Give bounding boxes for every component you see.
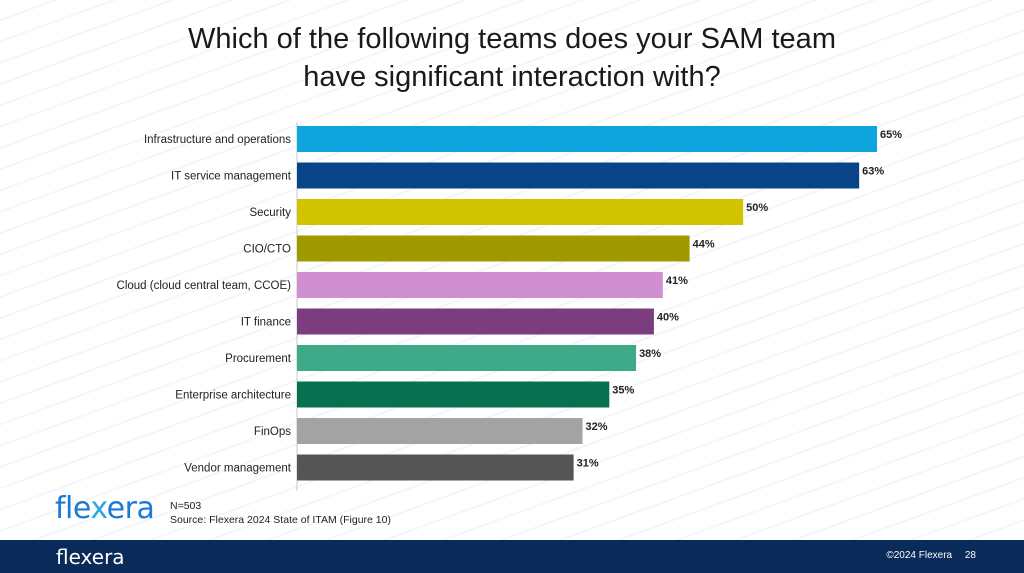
category-label: Cloud (cloud central team, CCOE)	[117, 280, 292, 292]
category-label: CIO/CTO	[243, 244, 291, 256]
bar-5	[297, 308, 654, 335]
category-label: IT service management	[171, 171, 292, 183]
title-line-2: have significant interaction with?	[303, 61, 721, 93]
bar-4	[297, 272, 663, 298]
footer-logo: flexera	[56, 545, 125, 569]
value-label: 63%	[862, 166, 884, 178]
value-label: 40%	[657, 312, 679, 324]
value-label: 41%	[666, 275, 688, 287]
flexera-logo: flexera	[55, 491, 155, 526]
footer-bar: flexera ©2024 Flexera 28	[0, 540, 1024, 573]
category-label: Procurement	[225, 353, 292, 365]
value-label: 35%	[612, 385, 634, 397]
page-title: Which of the following teams does your S…	[0, 20, 1024, 96]
title-line-1: Which of the following teams does your S…	[188, 23, 836, 55]
value-label: 38%	[639, 348, 661, 360]
value-label: 31%	[577, 458, 599, 470]
category-label: Security	[249, 207, 291, 219]
bar-7	[297, 381, 610, 408]
bar-0	[297, 126, 877, 152]
category-label: IT finance	[241, 317, 291, 329]
category-label: Vendor management	[184, 463, 292, 475]
category-label: FinOps	[254, 426, 291, 438]
bar-1	[297, 162, 860, 189]
bar-6	[297, 345, 637, 371]
bars-group: Infrastructure and operations 65% IT servi…	[117, 126, 902, 481]
value-label: 50%	[746, 202, 768, 214]
footer-info: ©2024 Flexera 28	[886, 550, 976, 561]
value-label: 44%	[693, 239, 715, 251]
sample-size: N=503	[170, 500, 202, 512]
bar-2	[297, 199, 744, 225]
bar-8	[297, 418, 583, 444]
bar-3	[297, 235, 690, 262]
copyright-text: ©2024 Flexera	[886, 550, 953, 561]
category-label: Enterprise architecture	[175, 390, 291, 402]
chart-notes: N=503 Source: Flexera 2024 State of ITAM…	[170, 499, 391, 527]
value-label: 32%	[586, 421, 608, 433]
page-number: 28	[964, 550, 976, 561]
value-label: 65%	[880, 129, 902, 141]
bar-chart: Infrastructure and operations 65% IT servi…	[117, 122, 902, 491]
source-note: Source: Flexera 2024 State of ITAM (Figu…	[170, 514, 391, 526]
bar-9	[297, 454, 574, 481]
category-label: Infrastructure and operations	[144, 134, 291, 146]
background-pattern	[0, 0, 1024, 540]
